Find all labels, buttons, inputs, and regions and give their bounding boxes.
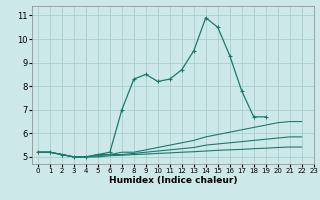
X-axis label: Humidex (Indice chaleur): Humidex (Indice chaleur) <box>108 176 237 185</box>
